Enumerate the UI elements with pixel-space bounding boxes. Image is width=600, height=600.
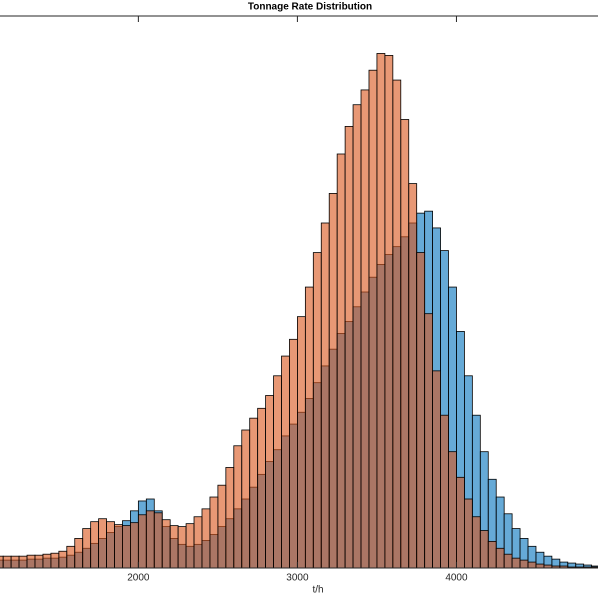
chart-title: Tonnage Rate Distribution xyxy=(248,2,372,13)
x-axis-label: t/h xyxy=(312,585,323,596)
histogram-bar xyxy=(217,484,227,568)
x-tick-label: 2000 xyxy=(127,573,150,584)
histogram-bar xyxy=(114,524,123,568)
histogram-bar xyxy=(185,523,195,568)
histogram-bar xyxy=(177,526,187,568)
histogram-bar xyxy=(58,550,68,568)
histogram-bar xyxy=(495,547,505,568)
histogram-bar xyxy=(209,496,219,568)
histogram-bar xyxy=(432,370,441,568)
histogram-bar xyxy=(18,555,28,568)
histogram-bar xyxy=(193,516,203,568)
histogram-bar xyxy=(511,557,521,568)
histogram-bar xyxy=(376,53,386,568)
histogram-bar xyxy=(320,222,330,568)
histogram-bar xyxy=(233,445,243,568)
histogram-bar xyxy=(82,528,92,568)
histogram-bar xyxy=(145,510,155,568)
histogram-bar xyxy=(98,518,107,568)
histogram-bar xyxy=(312,252,322,568)
histogram-bar xyxy=(289,338,298,568)
histogram-bar xyxy=(241,429,251,568)
histogram-bar xyxy=(2,555,12,568)
histogram-bar xyxy=(281,355,290,568)
histogram-bar xyxy=(368,69,378,568)
histogram-bar xyxy=(50,552,60,568)
histogram-bar xyxy=(384,55,394,568)
histogram-bar xyxy=(90,521,100,568)
bars xyxy=(0,53,598,568)
histogram-bar xyxy=(400,119,410,568)
histogram-bar xyxy=(519,559,529,568)
histogram-bar xyxy=(257,407,267,568)
x-tick-label: 4000 xyxy=(445,573,468,584)
histogram-bar xyxy=(74,538,84,568)
histogram-bar xyxy=(137,514,147,568)
histogram-bar xyxy=(106,521,115,568)
histogram-bar xyxy=(503,553,513,568)
histogram-bar xyxy=(42,553,52,568)
histogram-bar xyxy=(456,476,465,568)
histogram-bar xyxy=(440,414,449,568)
histogram-bar xyxy=(344,126,354,568)
histogram-bar xyxy=(360,89,370,568)
histogram-bar xyxy=(225,467,235,568)
histogram-bar xyxy=(265,395,274,568)
histogram-bar xyxy=(130,522,139,568)
histogram-bar xyxy=(416,252,426,568)
histogram-bar xyxy=(249,417,259,568)
histogram-bar xyxy=(201,508,211,568)
histogram-bar xyxy=(336,153,346,568)
histogram-bar xyxy=(448,451,457,568)
histogram-bar xyxy=(169,525,179,568)
histogram-bar xyxy=(26,554,36,568)
histogram-bar xyxy=(122,525,131,568)
histogram-bar xyxy=(424,313,433,568)
histogram-bar xyxy=(392,79,402,568)
histogram-bar xyxy=(297,316,306,568)
histogram-bar xyxy=(535,563,545,568)
histogram-bar xyxy=(328,193,338,568)
histogram-bar xyxy=(471,516,481,568)
histogram-bar xyxy=(34,554,44,568)
histogram-bar xyxy=(304,286,314,568)
histogram-bar xyxy=(0,555,4,568)
histogram-bar xyxy=(487,540,497,568)
histogram-bar xyxy=(273,375,282,568)
histogram-bar xyxy=(479,530,489,568)
histogram-bar xyxy=(10,555,20,568)
x-tick-label: 3000 xyxy=(286,573,309,584)
histogram-bar xyxy=(66,545,76,568)
histogram-bar xyxy=(161,519,171,568)
histogram-bar xyxy=(527,561,537,568)
histogram-bar xyxy=(352,104,362,568)
histogram-bar xyxy=(464,498,473,568)
histogram-bar xyxy=(408,183,418,568)
histogram-bar xyxy=(153,512,163,568)
